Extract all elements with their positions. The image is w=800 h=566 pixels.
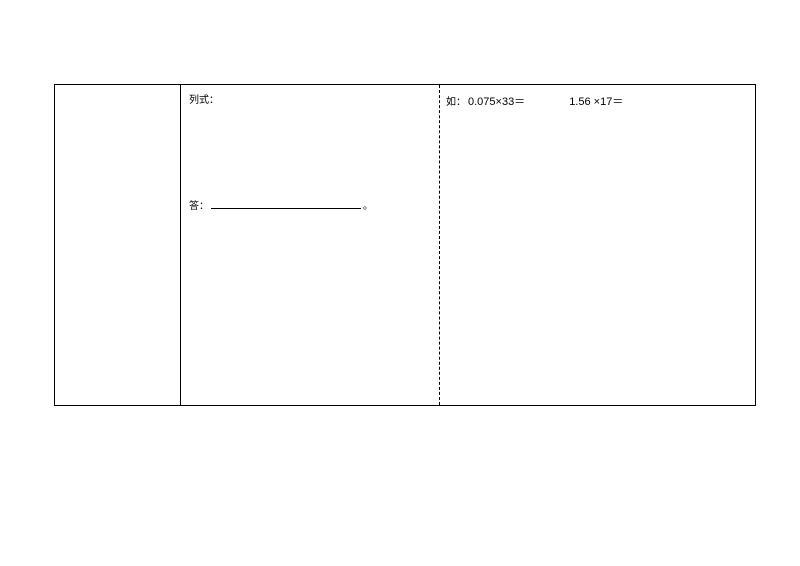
column-middle: 列式： 答： 。 — [181, 85, 439, 405]
column-right: 如：0.075×33＝ 1.56 ×17＝ — [439, 85, 755, 405]
label-lieshi: 列式： — [189, 91, 219, 106]
expression-1: 0.075×33＝ — [468, 96, 525, 108]
answer-row: 答： 。 — [189, 197, 373, 212]
label-example-prefix: 如： — [446, 97, 466, 108]
expression-2: 1.56 ×17＝ — [569, 96, 623, 108]
column-left-blank — [55, 85, 181, 405]
answer-underline — [211, 198, 361, 209]
examples-row: 如：0.075×33＝ 1.56 ×17＝ — [446, 93, 623, 109]
answer-period: 。 — [363, 201, 373, 212]
label-answer: 答： — [189, 201, 209, 212]
worksheet-table: 列式： 答： 。 如：0.075×33＝ 1.56 ×17＝ — [54, 84, 756, 406]
